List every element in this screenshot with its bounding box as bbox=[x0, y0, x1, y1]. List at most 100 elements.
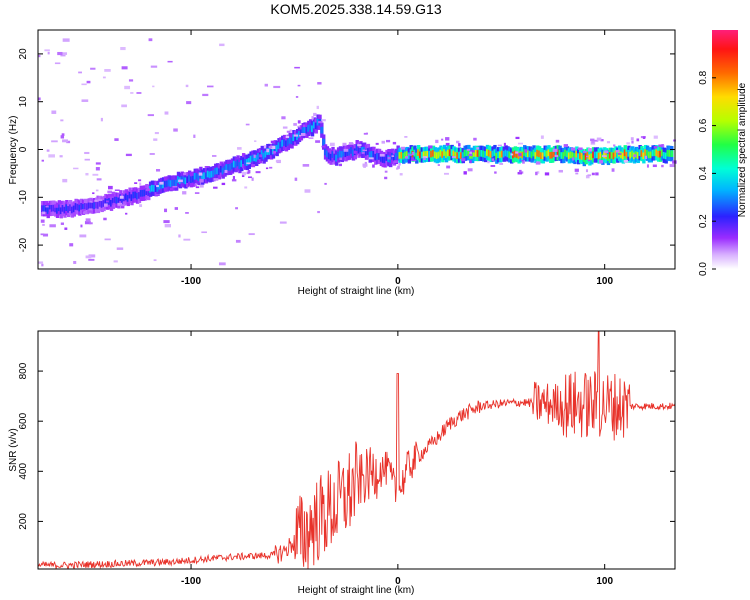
spectrogram-cell bbox=[621, 152, 625, 160]
spectrogram-cell bbox=[461, 152, 465, 159]
spectrogram-noise bbox=[428, 145, 433, 149]
spectrogram-cell bbox=[348, 148, 352, 156]
spectrogram-noise bbox=[38, 261, 44, 264]
spectrogram-noise bbox=[357, 144, 362, 146]
spectrogram-noise bbox=[149, 153, 155, 155]
spectrogram-cell bbox=[314, 122, 318, 130]
colorbar-tick-label: 0.2 bbox=[698, 214, 709, 228]
spectrogram-noise bbox=[411, 157, 414, 161]
spectrogram-noise bbox=[510, 153, 514, 156]
spectrogram-noise bbox=[577, 147, 583, 151]
spectrogram-cell bbox=[298, 131, 302, 138]
spectrogram-cell bbox=[616, 151, 620, 159]
spectrogram-noise bbox=[95, 162, 101, 165]
spectrogram-cell bbox=[145, 188, 149, 195]
spectrogram-cell bbox=[72, 205, 76, 213]
spectrogram-noise bbox=[84, 151, 90, 155]
spectrogram-noise bbox=[48, 154, 55, 158]
spectrogram-noise bbox=[97, 199, 103, 201]
spectrogram-noise bbox=[102, 76, 106, 79]
spectrogram-cell bbox=[41, 205, 45, 213]
spectrogram-noise bbox=[587, 174, 592, 177]
spectrogram-cell bbox=[515, 151, 519, 158]
spectrogram-cell bbox=[378, 153, 382, 160]
spectrogram-cell bbox=[491, 150, 495, 158]
spectrogram-noise bbox=[263, 145, 267, 149]
spectrogram-cell bbox=[126, 195, 130, 202]
spectrogram-noise bbox=[342, 142, 347, 146]
spectrogram-cell bbox=[357, 146, 361, 154]
spectrogram-noise bbox=[60, 119, 64, 122]
spectrogram-noise bbox=[673, 139, 676, 142]
spectrogram-noise bbox=[145, 188, 151, 192]
spectrogram-cell bbox=[383, 156, 387, 164]
spectrogram-noise bbox=[120, 204, 126, 207]
spectrogram-cell bbox=[625, 151, 629, 159]
spectrogram-noise bbox=[470, 150, 475, 153]
spectrogram-cell bbox=[59, 207, 63, 215]
spectrogram-cell bbox=[160, 182, 164, 189]
spectrogram-cell bbox=[499, 151, 503, 159]
spectrogram-cell bbox=[526, 150, 530, 158]
spectrogram-noise bbox=[64, 227, 68, 230]
spectrogram-cell bbox=[402, 152, 406, 160]
spectrogram-cell bbox=[588, 154, 592, 162]
spectrogram-cell bbox=[521, 151, 525, 159]
spectrogram-cell bbox=[456, 152, 460, 160]
spectrogram-noise bbox=[515, 151, 519, 154]
spectrogram-noise bbox=[248, 233, 255, 236]
spectrogram-cell bbox=[82, 203, 86, 211]
spectrogram-cell bbox=[405, 151, 409, 158]
spectrogram-cell bbox=[208, 171, 212, 179]
spectrogram-cell bbox=[87, 202, 91, 210]
spectrogram-cell bbox=[608, 151, 612, 159]
spectrogram-cell bbox=[257, 153, 261, 160]
spectrogram-cell bbox=[644, 149, 648, 156]
spectrogram-noise bbox=[78, 71, 82, 74]
spectrogram-cell bbox=[225, 164, 229, 171]
spectrogram-cell bbox=[580, 153, 584, 160]
spectrogram-cell bbox=[150, 184, 154, 192]
spectrogram-noise bbox=[178, 179, 183, 183]
spectrogram-cell bbox=[152, 184, 156, 192]
spectrogram-noise bbox=[117, 202, 123, 206]
spectrogram-noise bbox=[247, 169, 251, 174]
spectrogram-cell bbox=[618, 149, 622, 157]
spectrogram-cell bbox=[316, 118, 320, 126]
spectrogram-noise bbox=[491, 158, 495, 161]
spectrogram-noise bbox=[218, 262, 226, 266]
spectrogram-noise bbox=[626, 142, 630, 145]
spectrogram-cell bbox=[154, 185, 158, 193]
spectrogram-noise bbox=[246, 162, 251, 165]
spectrogram-noise bbox=[362, 149, 368, 152]
spectrogram-cell bbox=[294, 134, 298, 142]
spectrogram-cell bbox=[543, 149, 547, 157]
spectrogram-noise bbox=[473, 137, 477, 141]
colorbar-ticks: 0.0 0.2 0.4 0.6 0.8 bbox=[698, 70, 716, 276]
spectrogram-noise bbox=[264, 83, 268, 87]
spectrogram-noise bbox=[268, 146, 273, 149]
spectrogram-noise bbox=[631, 140, 634, 144]
spectrogram-noise bbox=[329, 142, 335, 147]
spectrogram-noise bbox=[393, 160, 398, 164]
spectrogram-noise bbox=[558, 169, 563, 173]
spectrogram-noise bbox=[348, 142, 354, 145]
spectrogram-noise bbox=[623, 159, 628, 163]
spectrogram-noise bbox=[519, 169, 522, 173]
colorbar-gradient bbox=[712, 30, 738, 269]
spectrogram-noise bbox=[585, 175, 590, 179]
spectrogram-noise bbox=[467, 168, 473, 172]
spectrogram-ytick-label: 0 bbox=[18, 146, 29, 152]
spectrogram-cell bbox=[651, 149, 655, 157]
spectrogram-noise bbox=[362, 163, 368, 167]
spectrogram-noise bbox=[339, 157, 343, 161]
spectrogram-noise bbox=[316, 105, 319, 110]
spectrogram-noise bbox=[522, 160, 525, 164]
spectrogram-cell bbox=[191, 175, 195, 183]
spectrogram-cell bbox=[324, 148, 328, 156]
spectrogram-noise bbox=[407, 153, 413, 156]
spectrogram-noise bbox=[372, 164, 375, 168]
spectrogram-noise bbox=[392, 141, 397, 145]
spectrogram-noise bbox=[194, 192, 200, 194]
